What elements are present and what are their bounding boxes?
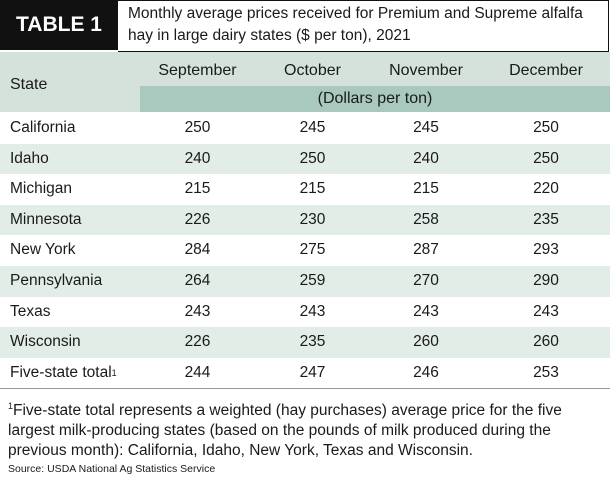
price-cell: 245 [413,119,439,136]
price-cell: 240 [184,149,211,167]
price-cell: 250 [533,149,559,167]
row-background [0,204,610,236]
price-cell: 275 [299,241,326,259]
row-background [0,143,610,175]
column-header: State [10,76,48,93]
price-cell: 250 [533,119,559,136]
state-cell: New York [10,241,76,259]
total-cell: 246 [413,363,439,381]
total-note: 1 [111,367,117,378]
state-cell: Michigan [10,180,73,198]
price-cell: 235 [533,210,559,228]
unit-band [140,86,610,112]
total-cell: 253 [533,363,559,381]
price-cell: 250 [184,119,211,136]
state-cell: Wisconsin [10,333,81,351]
price-cell: 226 [184,333,211,351]
unit-label: (Dollars per ton) [317,90,433,107]
price-cell: 215 [299,180,326,198]
price-cell: 258 [413,210,439,228]
column-header: December [509,62,583,79]
price-cell: 287 [413,241,439,259]
price-cell: 243 [413,302,439,320]
row-background [0,174,610,205]
column-header: October [284,62,341,79]
footnote-text: Five-state total represents a weighted (… [8,402,562,460]
price-cell: 243 [533,302,559,320]
row-background [0,296,610,328]
row-background [0,113,610,144]
price-cell: 220 [533,180,559,198]
state-cell: Texas [10,302,51,320]
row-background [0,357,610,389]
price-cell: 243 [299,302,326,320]
price-cell: 215 [413,180,439,198]
price-cell: 284 [184,241,211,259]
price-cell: 260 [413,333,439,351]
state-cell: Pennsylvania [10,272,103,289]
footnote-mark: 1 [8,401,14,411]
total-cell: 247 [299,363,326,381]
price-cell: 245 [299,119,326,136]
table-bottom-rule [0,388,610,390]
total-cell: 244 [184,363,211,381]
price-cell: 250 [299,149,326,167]
price-cell: 290 [533,272,559,289]
price-cell: 293 [533,241,559,259]
price-cell: 270 [413,272,439,289]
column-header: November [389,62,463,79]
source: Source: USDA National Ag Statistics Serv… [8,463,216,475]
price-cell: 260 [533,333,559,351]
row-background [0,235,610,266]
price-cell: 215 [184,180,211,198]
price-cell: 226 [184,210,211,228]
row-background [0,327,610,358]
row-background [0,266,610,297]
price-cell: 264 [184,272,211,289]
price-cell: 259 [299,272,326,289]
total-label-cell: Five-state total 1 [10,358,140,388]
total-label: Five-state total [10,363,112,381]
price-cell: 240 [413,149,439,167]
state-cell: Minnesota [10,210,82,228]
price-cell: 230 [299,210,326,228]
state-cell: Idaho [10,149,49,167]
price-cell: 243 [184,302,211,320]
footnote: 1Five-state total represents a weighted … [8,396,608,461]
table-label: TABLE 1 [0,0,118,50]
price-cell: 235 [299,333,326,351]
column-header: September [158,62,237,79]
table-title: Monthly average prices received for Prem… [118,0,609,52]
state-cell: California [10,119,76,136]
